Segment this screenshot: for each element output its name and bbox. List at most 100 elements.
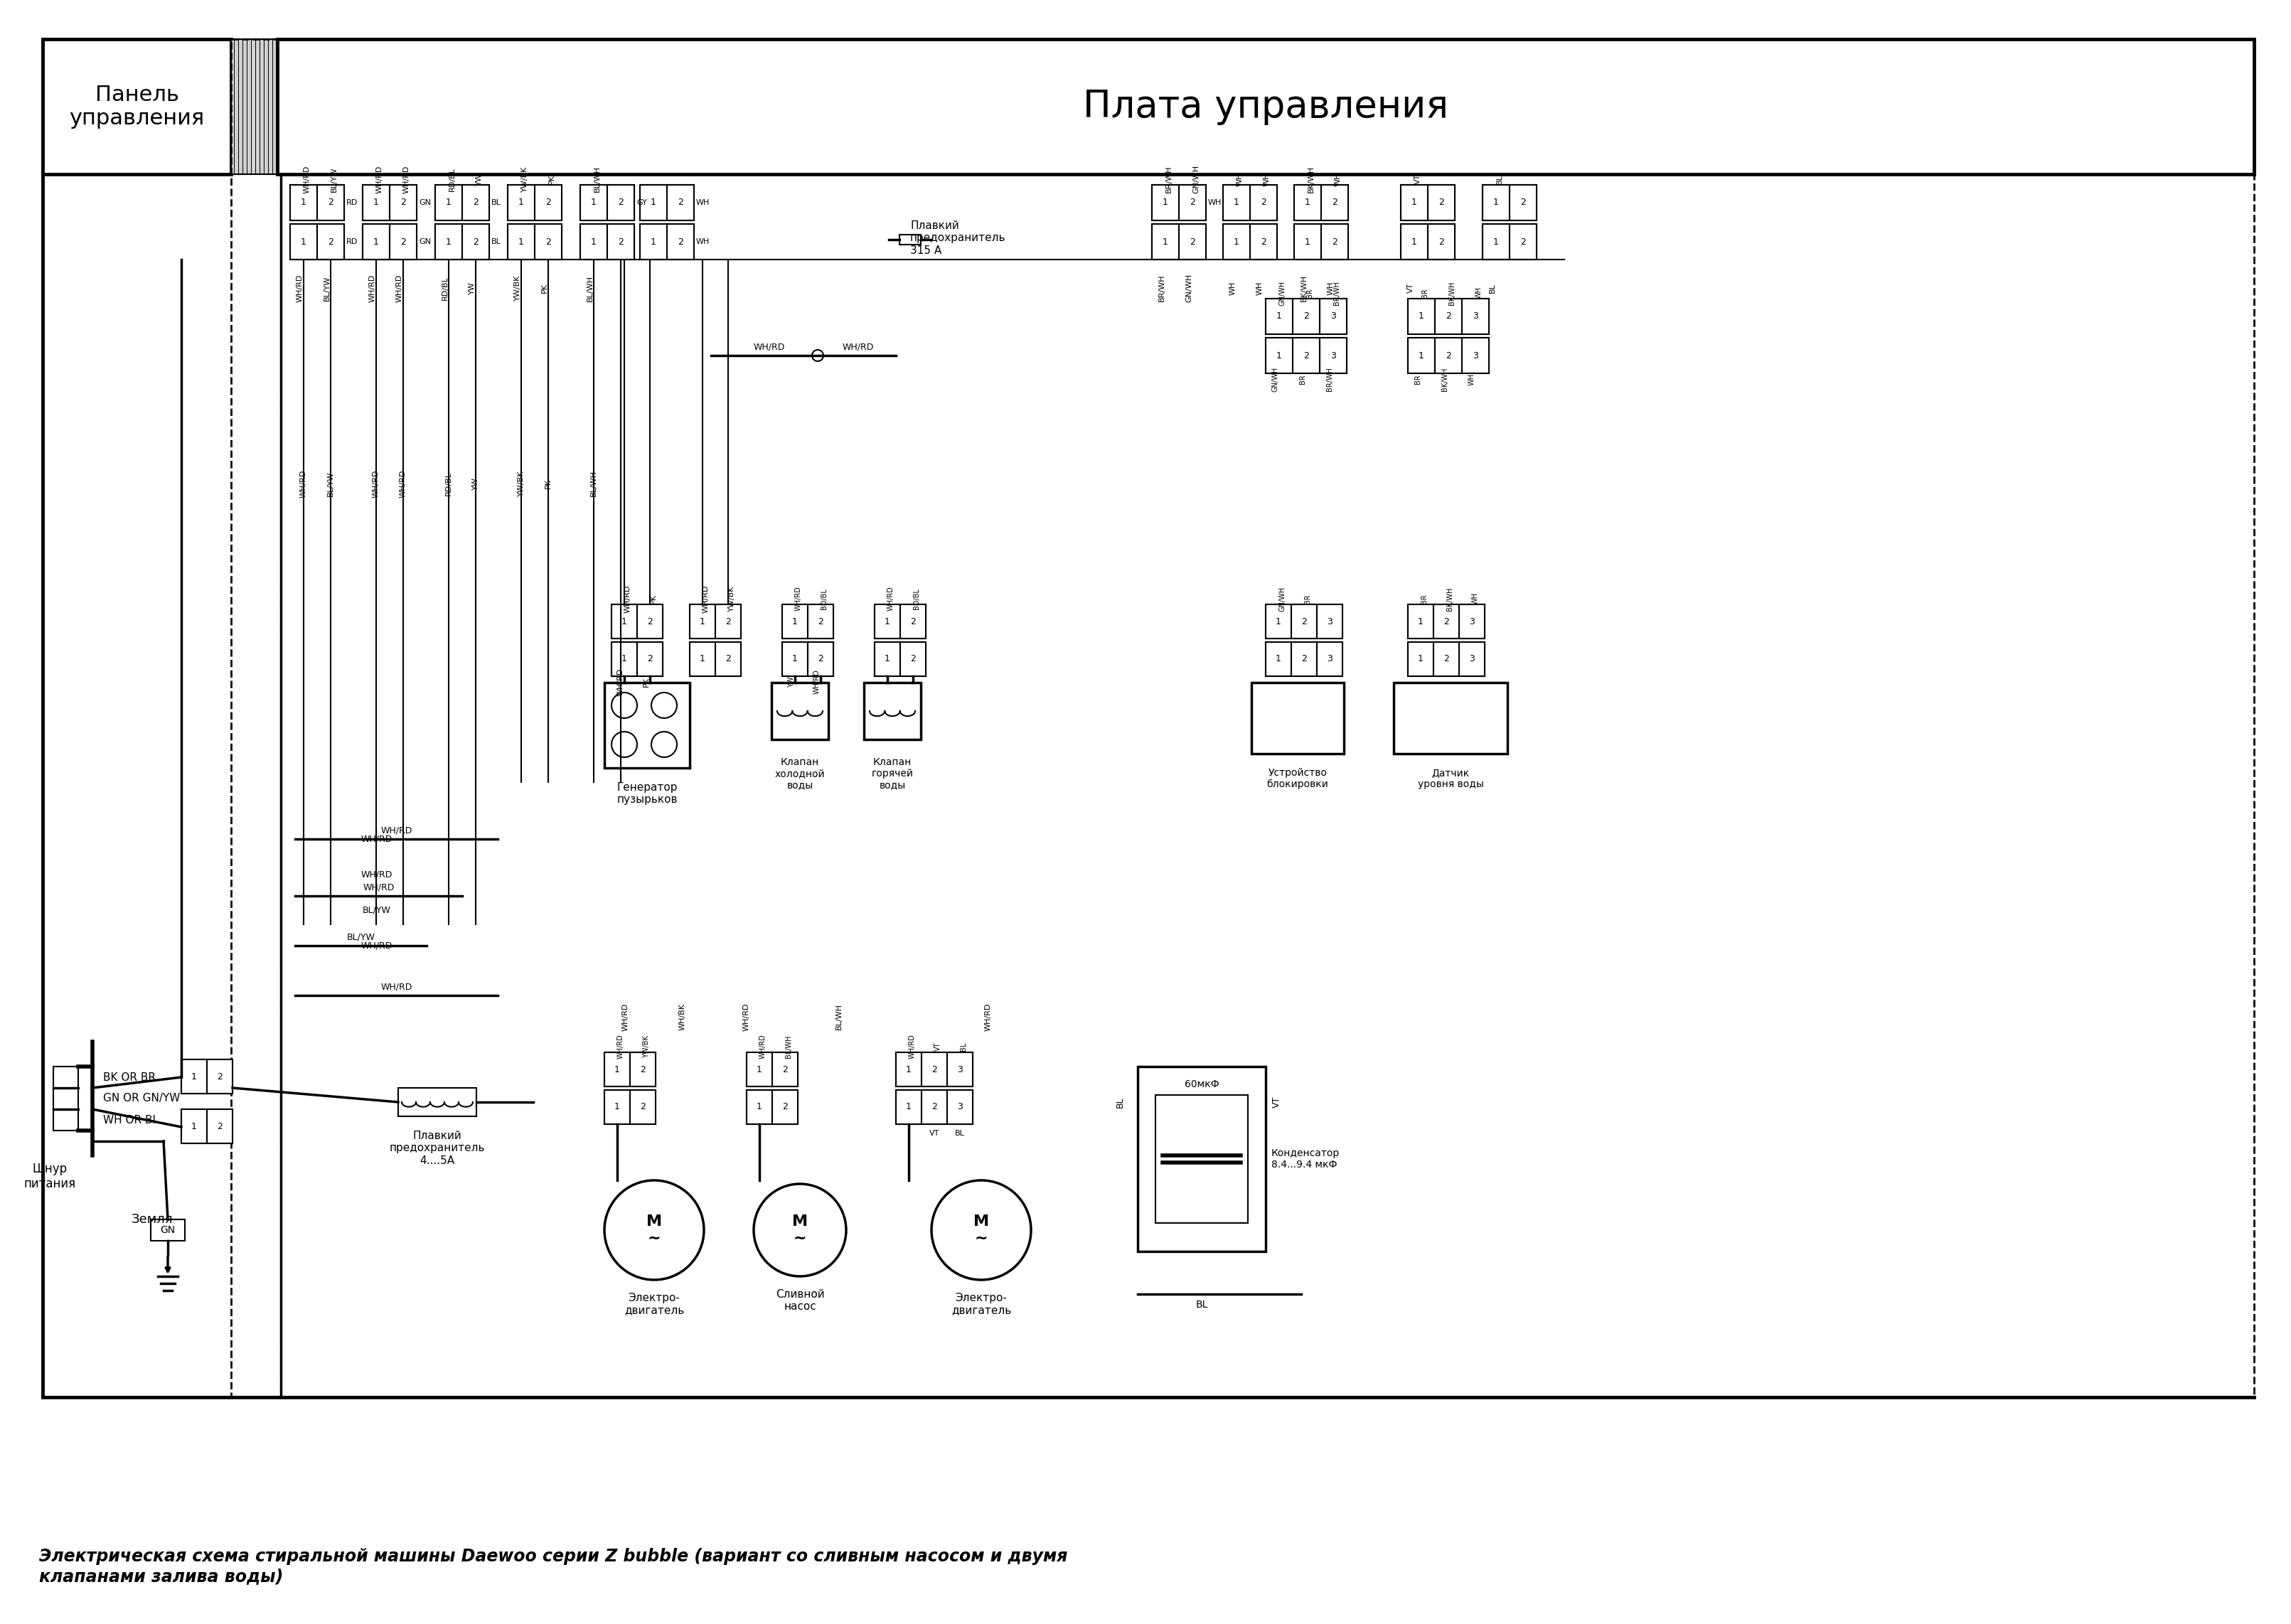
Bar xyxy=(639,224,667,260)
Bar xyxy=(605,1052,630,1086)
Bar xyxy=(1459,641,1485,676)
Text: 2: 2 xyxy=(639,1065,646,1073)
Bar xyxy=(1400,185,1455,221)
Text: Клапан
холодной
воды: Клапан холодной воды xyxy=(774,757,825,791)
Text: WH: WH xyxy=(1230,281,1237,296)
Bar xyxy=(389,185,417,221)
Text: WH/RD: WH/RD xyxy=(813,669,820,693)
Text: BL: BL xyxy=(960,1043,967,1051)
Text: Генератор
пузырьков: Генератор пузырьков xyxy=(616,783,678,806)
Text: WH: WH xyxy=(1207,200,1221,206)
Text: 3: 3 xyxy=(958,1103,962,1112)
Text: 2: 2 xyxy=(1260,198,1267,208)
Text: 2: 2 xyxy=(545,198,552,208)
Bar xyxy=(1459,604,1485,638)
Text: M
~: M ~ xyxy=(646,1215,662,1246)
Text: BK/WH: BK/WH xyxy=(1308,166,1315,193)
Text: PK: PK xyxy=(644,677,651,687)
Text: 1: 1 xyxy=(1306,237,1310,247)
Text: BL/YW: BL/YW xyxy=(362,906,392,914)
Text: BL/YW: BL/YW xyxy=(323,276,330,300)
Text: YW: YW xyxy=(788,676,795,687)
Bar xyxy=(181,1109,231,1143)
Text: 1: 1 xyxy=(373,237,378,247)
Text: 2: 2 xyxy=(545,237,552,247)
Text: 1: 1 xyxy=(1235,198,1239,208)
Text: 1: 1 xyxy=(1418,351,1425,361)
Text: BL: BL xyxy=(1116,1096,1125,1108)
Text: 2: 2 xyxy=(932,1103,937,1112)
Text: BR: BR xyxy=(1304,594,1310,604)
Text: VT: VT xyxy=(1414,174,1420,184)
Bar xyxy=(612,604,637,638)
Text: 2: 2 xyxy=(1331,237,1338,247)
Text: WH/RD: WH/RD xyxy=(305,166,312,193)
Bar xyxy=(1322,185,1347,221)
Bar xyxy=(1400,185,1427,221)
Bar xyxy=(605,1090,655,1124)
Text: BL/YW: BL/YW xyxy=(330,167,337,192)
Text: Плата управления: Плата управления xyxy=(1084,88,1448,125)
Text: BL: BL xyxy=(1489,283,1496,292)
Text: PK: PK xyxy=(545,479,552,489)
Text: BR/WH: BR/WH xyxy=(1166,166,1173,193)
Bar xyxy=(181,1059,231,1093)
Text: BR/WH: BR/WH xyxy=(1333,281,1340,305)
Bar xyxy=(1265,641,1292,676)
Text: RD: RD xyxy=(346,239,357,245)
Text: RD/BL: RD/BL xyxy=(442,276,449,300)
Bar xyxy=(316,224,344,260)
Bar xyxy=(667,224,694,260)
Text: 2: 2 xyxy=(646,617,653,627)
Bar xyxy=(1427,185,1455,221)
Text: WH/RD: WH/RD xyxy=(616,667,625,695)
Text: 3: 3 xyxy=(1469,654,1475,664)
Bar xyxy=(1294,224,1322,260)
Text: WH/RD: WH/RD xyxy=(625,585,632,612)
Text: 2: 2 xyxy=(932,1065,937,1073)
Text: WH/RD: WH/RD xyxy=(795,586,802,611)
Text: WH/RD: WH/RD xyxy=(985,1002,992,1031)
Bar xyxy=(1294,185,1322,221)
Bar xyxy=(864,682,921,739)
Text: WH/RD: WH/RD xyxy=(376,166,383,193)
Text: BL/WH: BL/WH xyxy=(836,1004,843,1030)
Text: 2: 2 xyxy=(726,617,731,627)
Bar xyxy=(921,1090,946,1124)
Bar xyxy=(181,1059,206,1093)
Text: PK: PK xyxy=(541,283,548,292)
Text: BL/YW: BL/YW xyxy=(346,932,376,942)
Text: BL: BL xyxy=(1196,1299,1207,1309)
Bar xyxy=(1482,185,1537,221)
Bar xyxy=(667,185,694,221)
Text: VT: VT xyxy=(935,1043,942,1051)
Text: Датчик
уровня воды: Датчик уровня воды xyxy=(1418,768,1485,789)
Text: 3: 3 xyxy=(958,1065,962,1073)
Text: 3: 3 xyxy=(1326,654,1333,664)
Text: 2: 2 xyxy=(619,198,623,208)
Bar xyxy=(1400,224,1455,260)
Text: WH: WH xyxy=(1237,172,1244,187)
Text: 1: 1 xyxy=(621,617,628,627)
Bar xyxy=(1409,299,1434,335)
Bar xyxy=(612,641,662,676)
Text: 2: 2 xyxy=(910,654,916,664)
Text: 2: 2 xyxy=(472,237,479,247)
Text: 2: 2 xyxy=(619,237,623,247)
Text: WH OR BI: WH OR BI xyxy=(103,1114,156,1125)
Bar xyxy=(463,224,490,260)
Text: WH/RD: WH/RD xyxy=(362,883,394,892)
Text: 1: 1 xyxy=(1276,617,1281,627)
Bar xyxy=(1180,224,1205,260)
Bar xyxy=(291,185,344,221)
Text: YW/BK: YW/BK xyxy=(518,471,525,497)
Text: 2: 2 xyxy=(639,1103,646,1112)
Text: 1: 1 xyxy=(1276,654,1281,664)
Text: 1: 1 xyxy=(1276,351,1283,361)
Text: Устройство
блокировки: Устройство блокировки xyxy=(1267,768,1329,789)
Bar xyxy=(690,641,740,676)
Bar xyxy=(637,604,662,638)
Text: 1: 1 xyxy=(614,1065,621,1073)
Bar xyxy=(772,1052,797,1086)
Bar xyxy=(1409,641,1485,676)
